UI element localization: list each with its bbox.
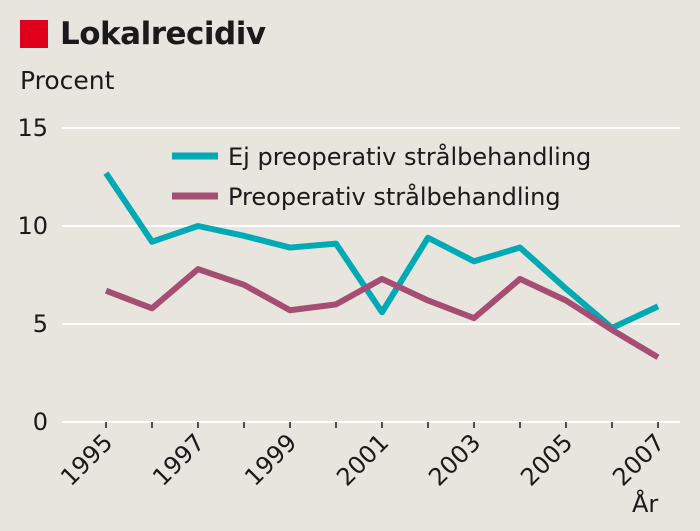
legend-label-1: Ej preoperativ strålbehandling — [228, 142, 591, 171]
y-axis-label: Procent — [20, 66, 115, 95]
x-axis-label: År — [632, 490, 659, 518]
y-tick-label: 5 — [33, 310, 48, 338]
x-tick-label: 1995 — [55, 428, 118, 491]
x-tick-label: 1999 — [239, 428, 302, 491]
series-line-1 — [103, 171, 660, 331]
x-tick-label: 1997 — [147, 428, 210, 491]
y-tick-label: 15 — [17, 114, 48, 142]
x-tick-label: 2003 — [423, 428, 486, 491]
x-tick-label: 2007 — [607, 428, 670, 491]
chart-title-row: Lokalrecidiv — [20, 14, 266, 54]
x-tick-label: 2001 — [331, 428, 394, 491]
title-marker-square — [20, 20, 48, 48]
series-line-2 — [104, 266, 660, 360]
x-tick-label: 2005 — [515, 428, 578, 491]
y-tick-label: 0 — [33, 408, 48, 436]
chart-title: Lokalrecidiv — [60, 16, 266, 52]
y-tick-label: 10 — [17, 212, 48, 240]
legend-label-2: Preoperativ strålbehandling — [228, 182, 561, 211]
